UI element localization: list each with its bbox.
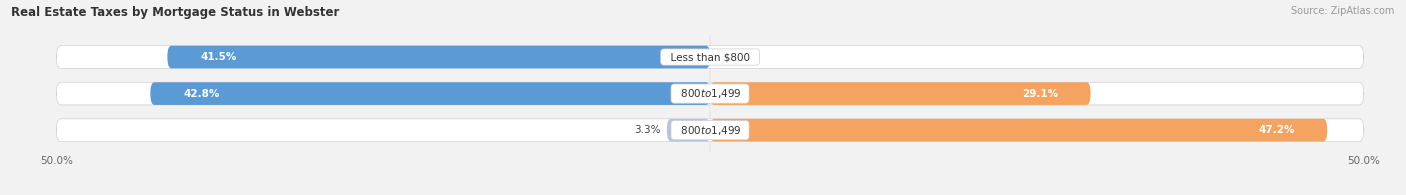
- Text: 3.3%: 3.3%: [634, 125, 661, 135]
- FancyBboxPatch shape: [56, 82, 1364, 105]
- Text: 0.0%: 0.0%: [730, 52, 756, 62]
- FancyBboxPatch shape: [666, 119, 710, 142]
- FancyBboxPatch shape: [56, 46, 1364, 68]
- Text: 47.2%: 47.2%: [1258, 125, 1295, 135]
- Text: $800 to $1,499: $800 to $1,499: [673, 124, 747, 137]
- Text: 29.1%: 29.1%: [1022, 89, 1057, 99]
- FancyBboxPatch shape: [150, 82, 710, 105]
- Text: 41.5%: 41.5%: [200, 52, 236, 62]
- Text: Less than $800: Less than $800: [664, 52, 756, 62]
- Text: Real Estate Taxes by Mortgage Status in Webster: Real Estate Taxes by Mortgage Status in …: [11, 6, 340, 19]
- FancyBboxPatch shape: [56, 119, 1364, 142]
- Text: $800 to $1,499: $800 to $1,499: [673, 87, 747, 100]
- Text: 42.8%: 42.8%: [183, 89, 219, 99]
- Text: Source: ZipAtlas.com: Source: ZipAtlas.com: [1291, 6, 1395, 16]
- FancyBboxPatch shape: [710, 119, 1327, 142]
- FancyBboxPatch shape: [710, 82, 1091, 105]
- FancyBboxPatch shape: [167, 46, 710, 68]
